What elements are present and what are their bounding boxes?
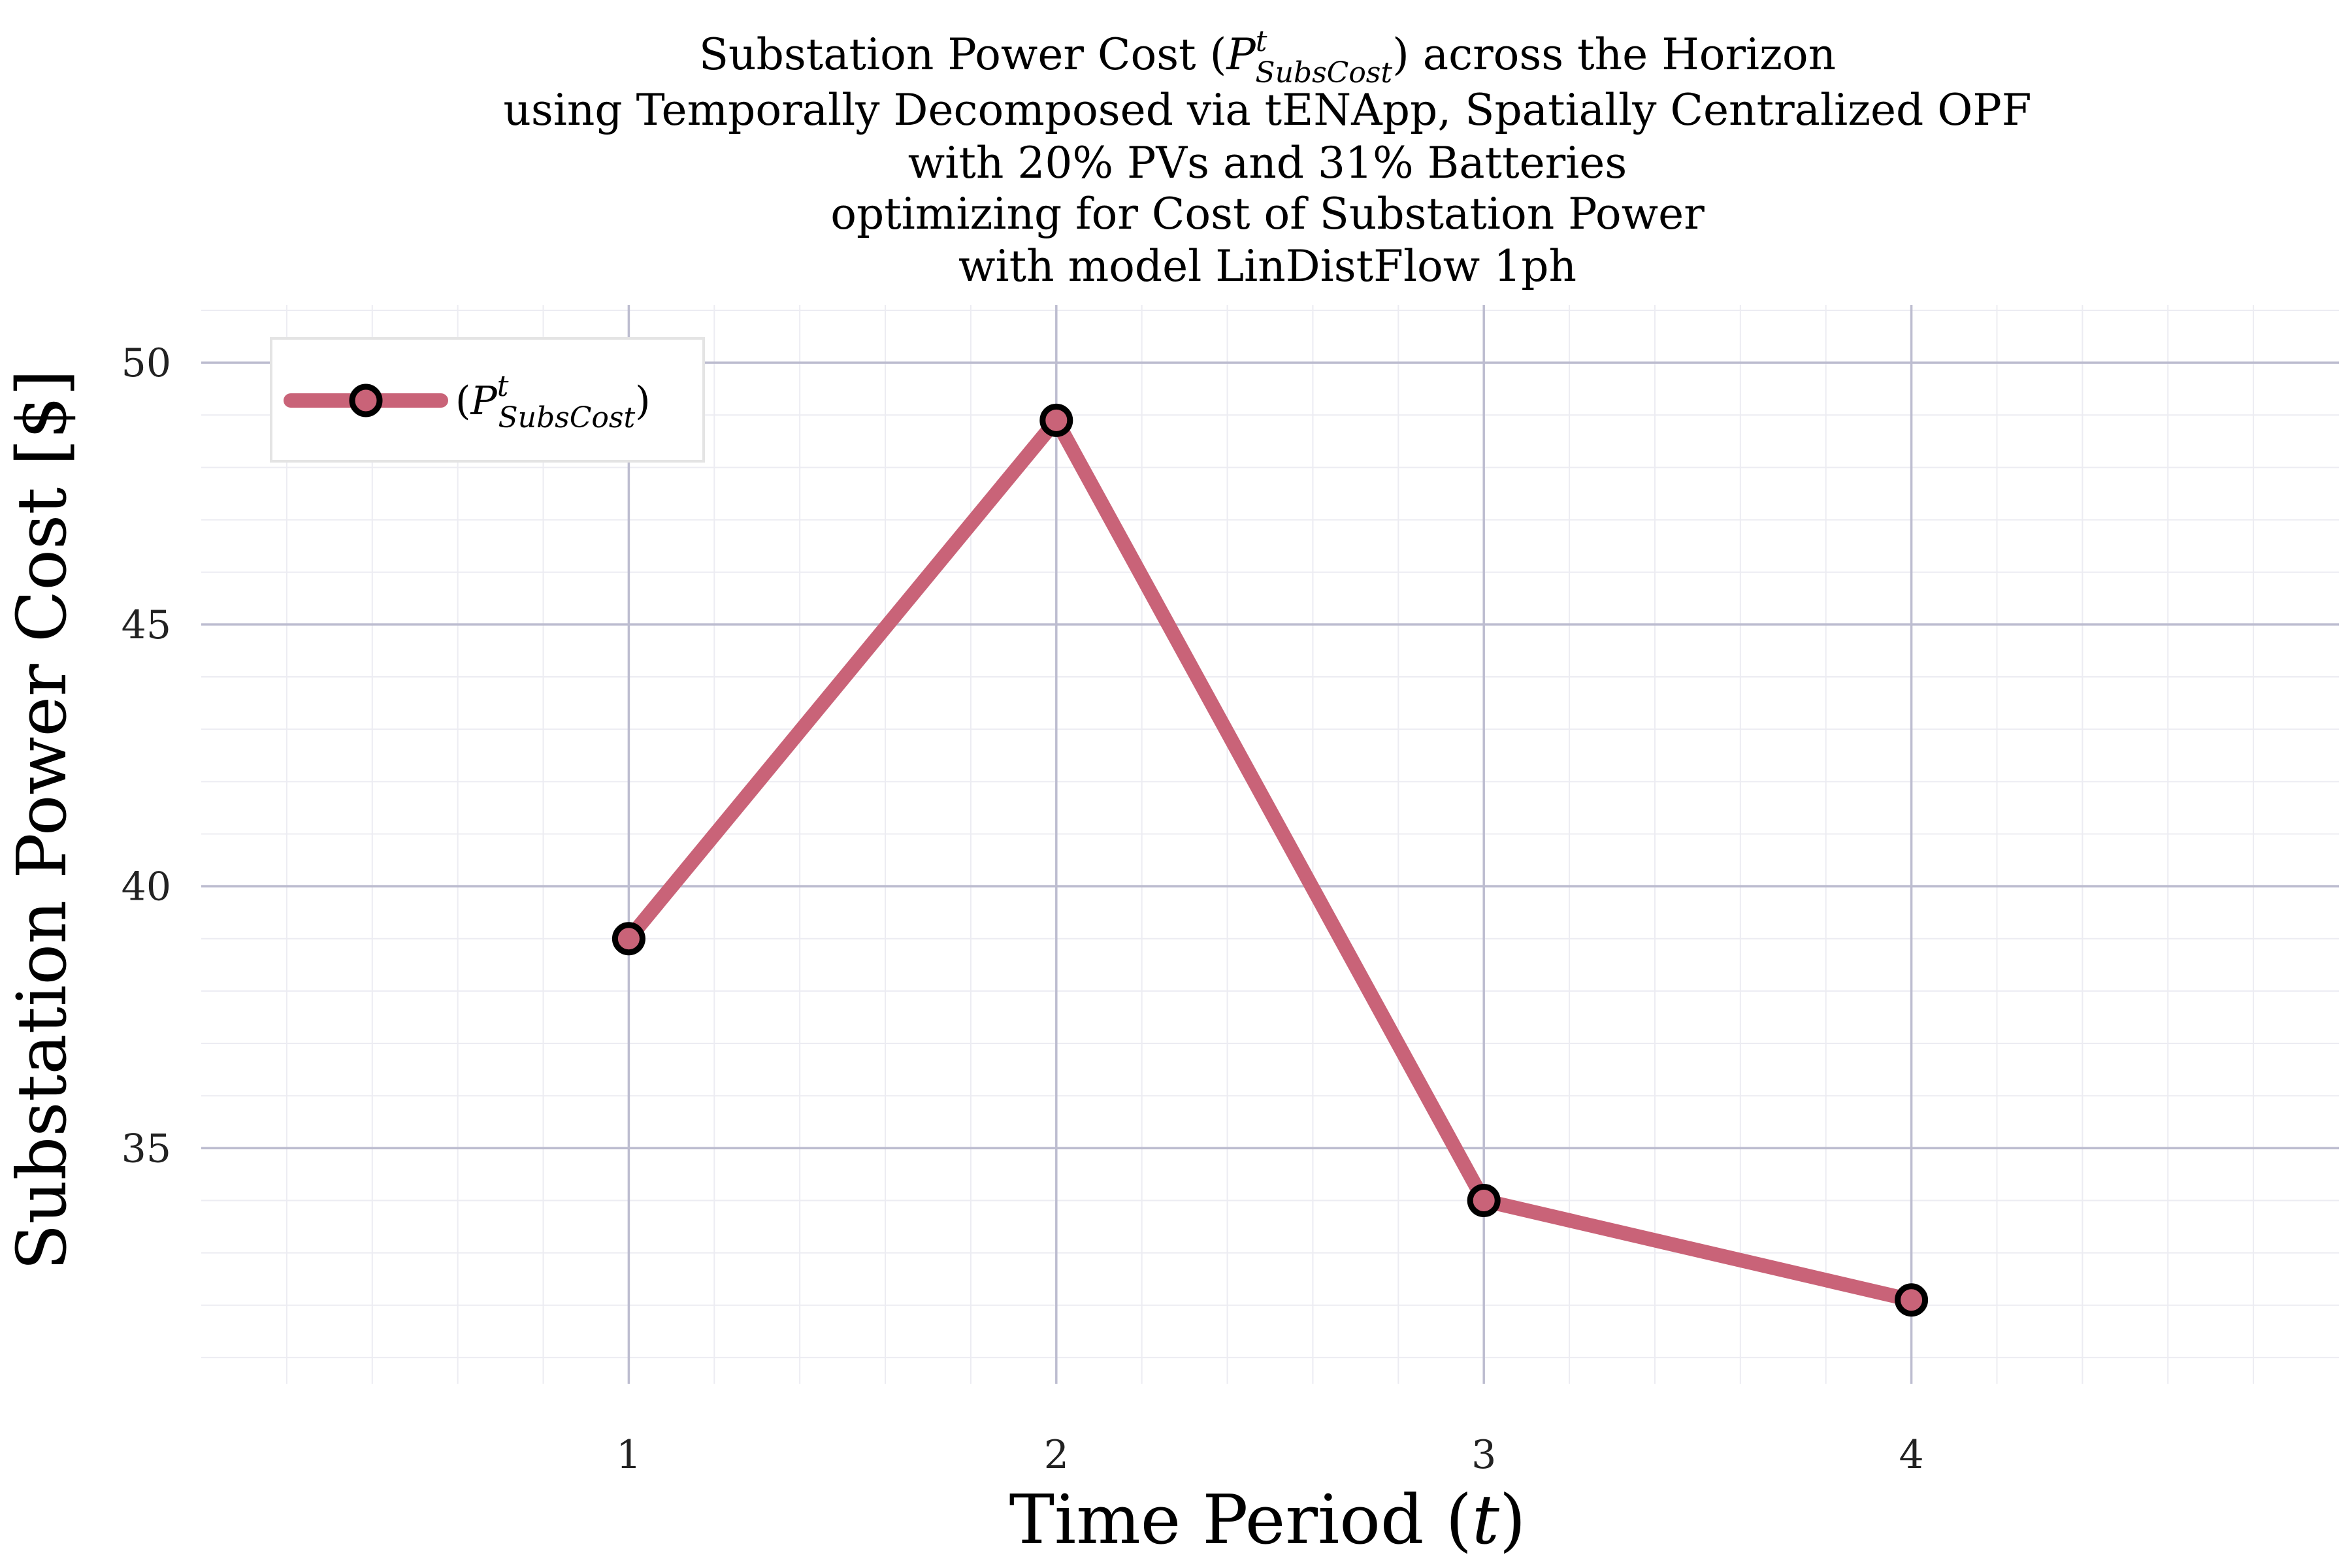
y-tick-label: 45 bbox=[122, 602, 171, 648]
series-layer bbox=[612, 403, 1929, 1317]
x-tick-label: 1 bbox=[616, 1432, 641, 1478]
x-tick-label: 4 bbox=[1899, 1432, 1924, 1478]
data-point-marker bbox=[1039, 403, 1073, 437]
legend-marker-swatch bbox=[349, 384, 383, 417]
x-tick-label: 2 bbox=[1044, 1432, 1069, 1478]
y-tick-label: 35 bbox=[122, 1126, 171, 1171]
major-grid bbox=[201, 305, 2339, 1384]
data-point-marker bbox=[1467, 1183, 1501, 1217]
legend-label: (Pt SubsCost) bbox=[455, 370, 651, 434]
title-line-3: with 20% PVs and 31% Batteries bbox=[908, 138, 1627, 188]
data-point-marker bbox=[1895, 1283, 1929, 1317]
x-axis-label: Time Period (t) bbox=[1009, 1480, 1526, 1560]
y-tick-label: 40 bbox=[122, 864, 171, 910]
title-line-2: using Temporally Decomposed via tENApp, … bbox=[503, 85, 2031, 135]
legend: (Pt SubsCost) bbox=[270, 337, 705, 463]
series-line bbox=[621, 413, 1919, 1307]
y-tick-label: 50 bbox=[122, 340, 171, 386]
data-point-marker bbox=[612, 922, 645, 956]
x-tick-label: 3 bbox=[1471, 1432, 1496, 1478]
y-tick-labels: 35 40 45 50 bbox=[122, 340, 171, 1171]
title-line-4: optimizing for Cost of Substation Power bbox=[830, 189, 1705, 239]
title-line-1: Substation Power Cost (Pt SubsCost) acros… bbox=[699, 25, 1836, 90]
minor-grid bbox=[201, 305, 2339, 1384]
chart-title: Substation Power Cost (Pt SubsCost) acros… bbox=[503, 25, 2031, 291]
title-line-5: with model LinDistFlow 1ph bbox=[958, 241, 1576, 291]
x-tick-labels: 1 2 3 4 bbox=[616, 1432, 1923, 1478]
y-axis-label: Substation Power Cost [$] bbox=[2, 369, 82, 1270]
